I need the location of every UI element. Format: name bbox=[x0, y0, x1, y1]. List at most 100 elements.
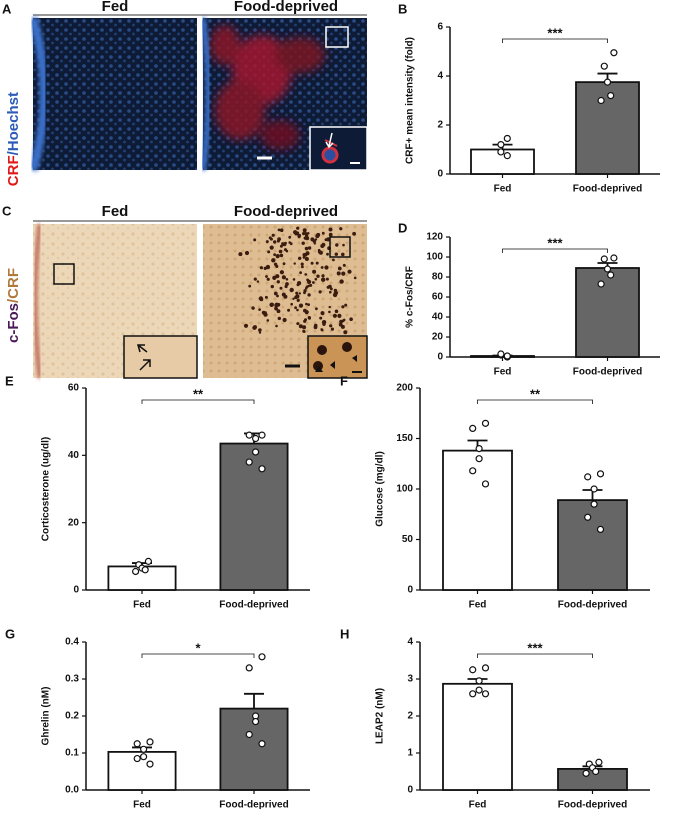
y-tick-label: 3 bbox=[407, 674, 413, 685]
nucleus bbox=[353, 276, 357, 280]
nucleus bbox=[320, 244, 325, 248]
column-label: Fed bbox=[102, 203, 129, 220]
nucleus bbox=[302, 329, 306, 333]
nucleus bbox=[322, 322, 326, 326]
y-tick-label: 4 bbox=[407, 637, 413, 648]
data-point bbox=[141, 566, 149, 574]
nucleus bbox=[265, 240, 269, 244]
data-point bbox=[481, 480, 490, 488]
y-tick-label: 0.4 bbox=[65, 637, 79, 648]
data-point bbox=[475, 455, 483, 463]
y-tick-label: 0 bbox=[437, 352, 443, 363]
nucleus bbox=[264, 311, 267, 314]
data-point bbox=[610, 254, 618, 262]
nucleus bbox=[283, 294, 288, 299]
nucleus bbox=[341, 271, 346, 276]
nucleus bbox=[328, 227, 333, 232]
nucleus bbox=[306, 232, 310, 235]
nucleus bbox=[315, 261, 319, 265]
nucleus bbox=[275, 254, 280, 259]
nucleus bbox=[285, 249, 289, 253]
bar bbox=[442, 449, 513, 591]
nucleus bbox=[307, 303, 310, 306]
nucleus bbox=[301, 265, 304, 269]
significance-bracket bbox=[502, 38, 608, 43]
data-point bbox=[503, 134, 511, 143]
data-point bbox=[600, 255, 608, 263]
nucleus bbox=[335, 243, 339, 247]
zoom-box bbox=[329, 236, 351, 258]
nucleus bbox=[275, 264, 279, 268]
nucleus bbox=[332, 313, 337, 318]
data-point bbox=[144, 557, 152, 565]
nucleus bbox=[318, 250, 323, 255]
data-point bbox=[481, 419, 490, 427]
nucleus bbox=[279, 228, 284, 232]
nucleus bbox=[312, 281, 315, 284]
x-tick-label: Food-deprived bbox=[573, 184, 642, 195]
data-point bbox=[146, 738, 154, 746]
nucleus bbox=[304, 310, 309, 315]
nucleus bbox=[342, 263, 346, 267]
nucleus bbox=[314, 277, 318, 281]
nucleus bbox=[337, 313, 342, 318]
nucleus bbox=[253, 277, 257, 281]
y-tick-label: 6 bbox=[437, 22, 443, 33]
nucleus bbox=[288, 241, 292, 244]
significance-label: ** bbox=[530, 386, 541, 401]
nucleus bbox=[295, 291, 299, 295]
inset-process bbox=[324, 139, 338, 147]
nucleus bbox=[302, 325, 307, 330]
nucleus bbox=[294, 306, 297, 310]
nucleus bbox=[304, 287, 308, 290]
y-axis-label: Glucose (mg/dl) bbox=[375, 451, 386, 527]
nucleus bbox=[263, 312, 268, 317]
data-point bbox=[481, 690, 490, 698]
crf-signal bbox=[210, 25, 325, 150]
nucleus bbox=[282, 262, 286, 266]
bar bbox=[575, 267, 640, 358]
nucleus bbox=[320, 311, 325, 316]
data-point bbox=[140, 745, 148, 753]
nucleus bbox=[298, 256, 302, 260]
data-point bbox=[475, 445, 483, 453]
panel-letter: A bbox=[2, 1, 12, 16]
nucleus bbox=[328, 310, 331, 314]
nucleus bbox=[299, 271, 302, 274]
nucleus bbox=[279, 286, 283, 290]
data-point bbox=[582, 769, 590, 777]
y-tick-label: 0.3 bbox=[65, 674, 79, 685]
data-point bbox=[503, 352, 511, 360]
nucleus bbox=[296, 298, 300, 302]
data-point bbox=[595, 758, 603, 766]
y-tick-label: 150 bbox=[396, 433, 413, 444]
data-point bbox=[258, 653, 266, 661]
y-tick-label: 80 bbox=[432, 272, 444, 283]
nucleus bbox=[287, 308, 291, 312]
data-point bbox=[475, 677, 483, 685]
nucleus bbox=[310, 261, 314, 265]
stain-label: CRF/Hoechst bbox=[5, 92, 22, 186]
significance-bracket bbox=[141, 653, 255, 658]
y-axis-label: Corticosterone (ug/dl) bbox=[41, 437, 52, 541]
nucleus bbox=[273, 291, 278, 296]
nucleus bbox=[273, 240, 277, 244]
nucleus bbox=[320, 266, 324, 269]
nucleus bbox=[292, 297, 295, 300]
y-tick-label: 0 bbox=[407, 585, 413, 596]
nucleus bbox=[341, 252, 345, 257]
data-point bbox=[497, 350, 505, 358]
nucleus bbox=[341, 305, 345, 309]
nucleus bbox=[296, 322, 300, 326]
panel-letter: G bbox=[5, 626, 15, 641]
nucleus bbox=[325, 277, 329, 281]
nucleus bbox=[275, 324, 278, 328]
nucleus bbox=[315, 307, 318, 311]
data-point bbox=[603, 78, 612, 86]
nucleus bbox=[328, 305, 331, 309]
y-tick-label: 100 bbox=[426, 252, 443, 263]
data-point bbox=[133, 740, 141, 748]
data-point bbox=[610, 49, 618, 57]
nucleus bbox=[259, 266, 263, 270]
panel-letter: H bbox=[340, 626, 349, 641]
